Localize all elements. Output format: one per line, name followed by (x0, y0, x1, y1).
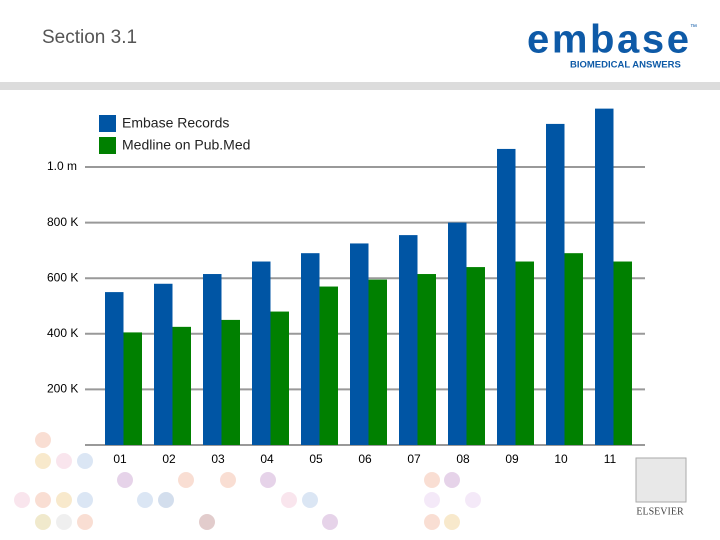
x-tick-label: 08 (456, 452, 470, 466)
x-tick-label: 06 (358, 452, 372, 466)
bar (123, 332, 142, 445)
y-tick-label: 400 K (47, 326, 78, 340)
dot (14, 492, 30, 508)
publisher-name: ELSEVIER (636, 506, 684, 517)
bar (466, 267, 485, 445)
bar (515, 261, 534, 445)
bar (319, 286, 338, 445)
dot (56, 492, 72, 508)
bar (301, 253, 320, 445)
y-tick-label: 800 K (47, 215, 78, 229)
logo: embase (527, 18, 689, 62)
bar (564, 253, 583, 445)
legend-label: Medline on Pub.Med (122, 137, 250, 153)
bar (613, 261, 632, 445)
x-tick-label: 10 (554, 452, 568, 466)
y-tick-label: 1.0 m (47, 159, 77, 173)
bar (497, 148, 516, 445)
bar (399, 235, 418, 445)
bar (270, 311, 289, 445)
dot (77, 492, 93, 508)
header-band (0, 82, 720, 90)
dot (424, 492, 440, 508)
dot (444, 514, 460, 530)
x-tick-label: 11 (604, 452, 617, 466)
bar (105, 292, 124, 445)
dot (220, 472, 236, 488)
dot (35, 492, 51, 508)
bar (546, 123, 565, 445)
dot (77, 514, 93, 530)
dot (260, 472, 276, 488)
dot (424, 514, 440, 530)
bar (448, 222, 467, 445)
dot (178, 472, 194, 488)
x-tick-label: 03 (211, 452, 225, 466)
dot (35, 453, 51, 469)
logo-tagline: BIOMEDICAL ANSWERS (570, 60, 681, 71)
legend-swatch (99, 137, 116, 154)
bar (595, 108, 614, 446)
bar (252, 261, 271, 445)
bar (203, 274, 222, 445)
dot (137, 492, 153, 508)
legend-label: Embase Records (122, 115, 229, 131)
dot (117, 472, 133, 488)
section-title: Section 3.1 (42, 27, 137, 48)
dot (281, 492, 297, 508)
bar (350, 243, 369, 445)
dot (465, 492, 481, 508)
bar (417, 274, 436, 445)
dot (35, 514, 51, 530)
dot (56, 514, 72, 530)
y-tick-label: 200 K (47, 382, 78, 396)
x-tick-label: 04 (260, 452, 274, 466)
dot (77, 453, 93, 469)
x-tick-label: 02 (162, 452, 176, 466)
x-tick-label: 09 (505, 452, 519, 466)
x-tick-label: 01 (113, 452, 127, 466)
bar (154, 283, 173, 445)
dot (35, 432, 51, 448)
bar (172, 326, 191, 445)
legend-swatch (99, 115, 116, 132)
dot (322, 514, 338, 530)
x-tick-label: 05 (309, 452, 323, 466)
logo-tm: ™ (690, 24, 697, 31)
bar (221, 319, 240, 445)
dot (444, 472, 460, 488)
dot (424, 472, 440, 488)
dot (56, 453, 72, 469)
decor-dots (14, 432, 481, 530)
y-tick-label: 600 K (47, 270, 78, 284)
dot (158, 492, 174, 508)
publisher-emblem (635, 457, 687, 503)
dot (199, 514, 215, 530)
dot (302, 492, 318, 508)
x-tick-label: 07 (407, 452, 421, 466)
bar (368, 279, 387, 445)
